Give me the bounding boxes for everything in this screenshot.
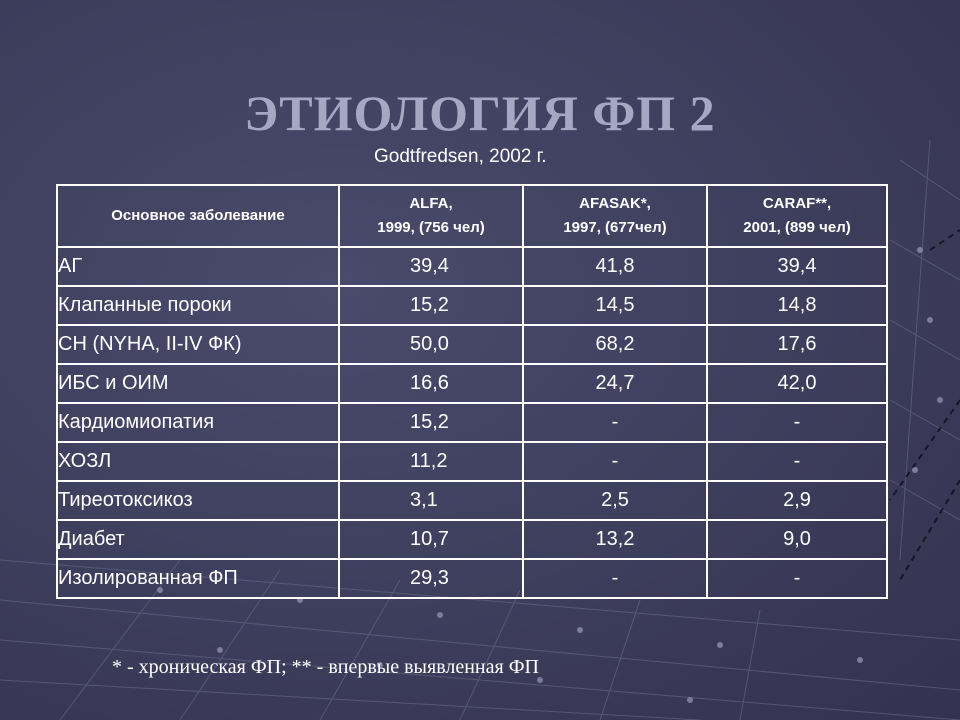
caraf-cell: 17,6 (706, 324, 888, 365)
alfa-cell: 15,2 (338, 285, 524, 326)
table-row: Изолированная ФП 29,3 - - (56, 558, 888, 599)
alfa-cell: 11,2 (338, 441, 524, 482)
alfa-cell: 3,1 (338, 480, 524, 521)
afasak-cell: 13,2 (522, 519, 708, 560)
afasak-cell: 24,7 (522, 363, 708, 404)
header-caraf: CARAF**, 2001, (899 чел) (706, 184, 888, 248)
afasak-cell: 68,2 (522, 324, 708, 365)
caraf-cell: - (706, 402, 888, 443)
afasak-cell: 14,5 (522, 285, 708, 326)
footnote: * - хроническая ФП; ** - впервые выявлен… (112, 656, 539, 678)
header-alfa-line2: 1999, (756 чел) (377, 219, 485, 236)
table-row: АГ 39,4 41,8 39,4 (56, 246, 888, 287)
table-row: Кардиомиопатия 15,2 - - (56, 402, 888, 443)
disease-cell: Диабет (56, 519, 340, 560)
caraf-cell: 9,0 (706, 519, 888, 560)
alfa-cell: 10,7 (338, 519, 524, 560)
table-row: Тиреотоксикоз 3,1 2,5 2,9 (56, 480, 888, 521)
header-afasak-line1: AFASAK*, (579, 195, 651, 212)
afasak-cell: 41,8 (522, 246, 708, 287)
afasak-cell: 2,5 (522, 480, 708, 521)
caraf-cell: 39,4 (706, 246, 888, 287)
header-disease-label: Основное заболевание (111, 207, 285, 224)
disease-cell: Клапанные пороки (56, 285, 340, 326)
header-caraf-line1: CARAF**, (762, 195, 832, 212)
alfa-cell: 16,6 (338, 363, 524, 404)
header-afasak-line2: 1997, (677чел) (563, 219, 667, 236)
table-body: АГ 39,4 41,8 39,4 Клапанные пороки 15,2 … (56, 246, 888, 599)
disease-cell: Кардиомиопатия (56, 402, 340, 443)
alfa-cell: 39,4 (338, 246, 524, 287)
header-disease: Основное заболевание (56, 184, 340, 248)
etiology-table: Основное заболевание ALFA, 1999, (756 че… (56, 184, 888, 599)
disease-cell: Изолированная ФП (56, 558, 340, 599)
alfa-cell: 50,0 (338, 324, 524, 365)
caraf-cell: 2,9 (706, 480, 888, 521)
caraf-cell: - (706, 558, 888, 599)
disease-cell: СН (NYHA, II-IV ФК) (56, 324, 340, 365)
slide-subtitle: Godtfredsen, 2002 г. (374, 146, 547, 167)
table-row: ИБС и ОИМ 16,6 24,7 42,0 (56, 363, 888, 404)
table-row: Диабет 10,7 13,2 9,0 (56, 519, 888, 560)
table-header: Основное заболевание ALFA, 1999, (756 че… (56, 184, 888, 248)
disease-cell: АГ (56, 246, 340, 287)
alfa-cell: 29,3 (338, 558, 524, 599)
slide-title: ЭТИОЛОГИЯ ФП 2 (244, 85, 716, 141)
header-alfa-line1: ALFA, (409, 195, 453, 212)
disease-cell: Тиреотоксикоз (56, 480, 340, 521)
afasak-cell: - (522, 402, 708, 443)
caraf-cell: 42,0 (706, 363, 888, 404)
table-row: Клапанные пороки 15,2 14,5 14,8 (56, 285, 888, 326)
afasak-cell: - (522, 558, 708, 599)
table-row: СН (NYHA, II-IV ФК) 50,0 68,2 17,6 (56, 324, 888, 365)
caraf-cell: - (706, 441, 888, 482)
disease-cell: ИБС и ОИМ (56, 363, 340, 404)
header-row: Основное заболевание ALFA, 1999, (756 че… (56, 184, 888, 248)
caraf-cell: 14,8 (706, 285, 888, 326)
afasak-cell: - (522, 441, 708, 482)
header-alfa: ALFA, 1999, (756 чел) (338, 184, 524, 248)
table-row: ХОЗЛ 11,2 - - (56, 441, 888, 482)
header-afasak: AFASAK*, 1997, (677чел) (522, 184, 708, 248)
header-caraf-line2: 2001, (899 чел) (743, 219, 851, 236)
alfa-cell: 15,2 (338, 402, 524, 443)
disease-cell: ХОЗЛ (56, 441, 340, 482)
